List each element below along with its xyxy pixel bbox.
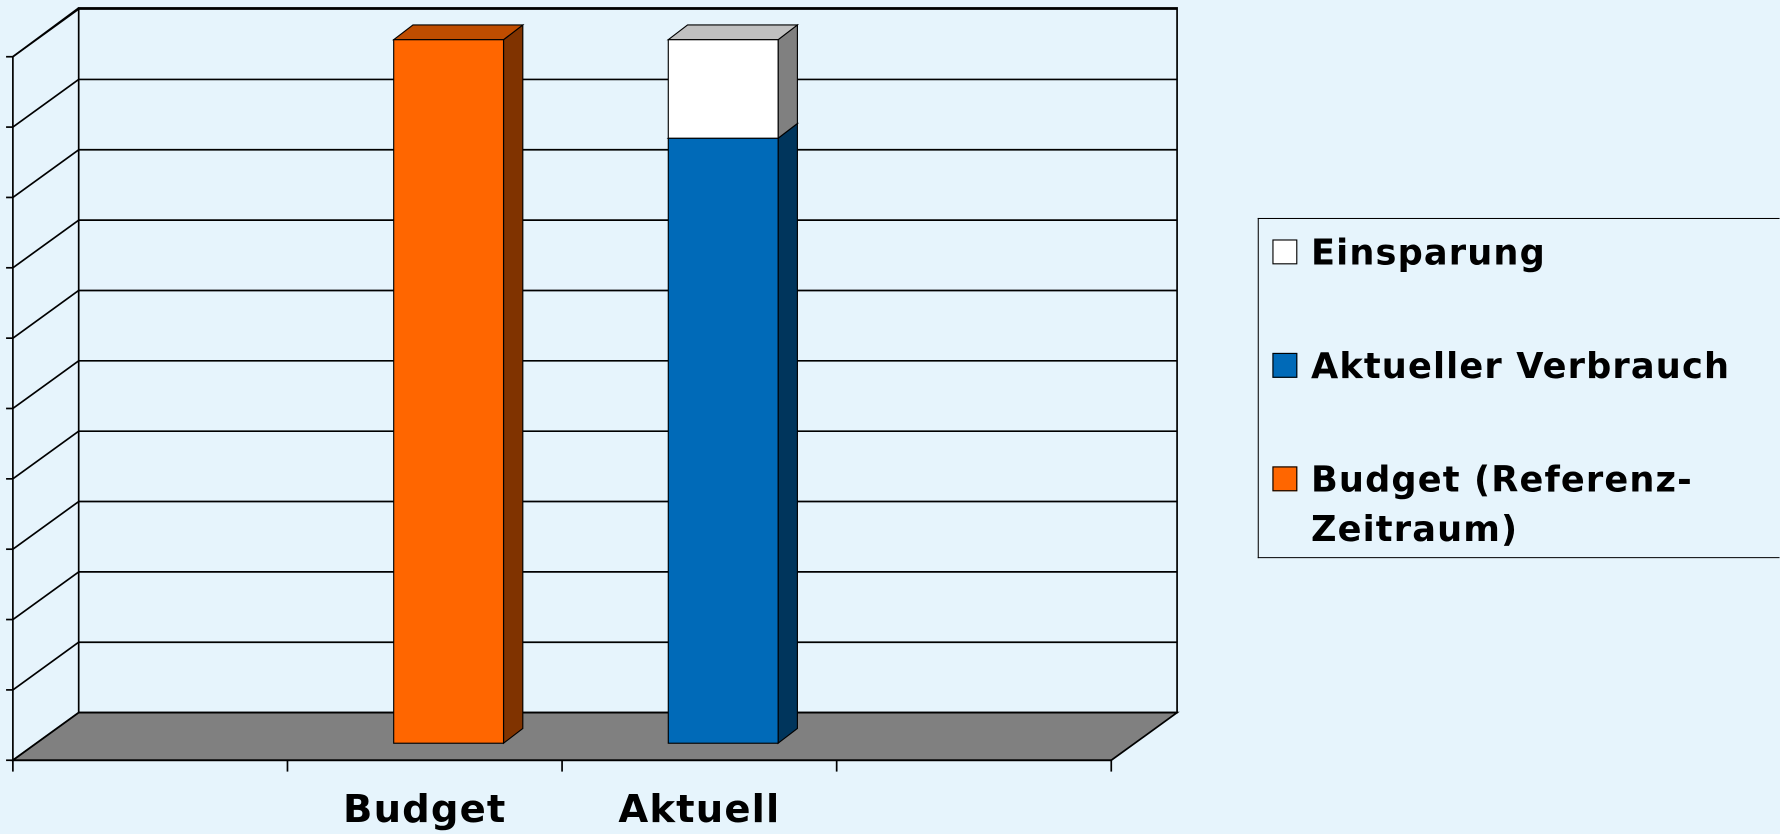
side-grid-line <box>12 8 80 58</box>
x-tick-label: Aktuell <box>618 787 780 832</box>
side-grid-line <box>12 571 80 621</box>
side-grid-line <box>12 500 80 550</box>
side-grid-line <box>12 289 80 339</box>
side-grid-line <box>12 219 80 269</box>
legend-swatch <box>1272 466 1298 492</box>
side-grid-line <box>12 360 80 410</box>
legend-swatch <box>1272 352 1298 378</box>
bar <box>667 39 779 139</box>
side-grid-line <box>12 78 80 128</box>
bar-top <box>666 24 800 41</box>
legend: Einsparung Aktueller Verbrauch Budget (Ref… <box>1257 217 1780 559</box>
side-grid-line <box>12 711 80 761</box>
legend-box: Einsparung Aktueller Verbrauch Budget (Ref… <box>1257 217 1780 559</box>
legend-label: Budget (Referenz-Zeitraum) <box>1310 459 1693 551</box>
x-tick-label: Budget <box>343 787 506 832</box>
legend-swatch <box>1272 239 1298 265</box>
bar <box>667 137 779 744</box>
bar <box>393 39 505 744</box>
legend-label: Einsparung <box>1310 232 1546 274</box>
side-grid-line <box>12 641 80 691</box>
bar-side <box>777 23 798 140</box>
bar-side <box>777 122 798 745</box>
side-grid-line <box>12 149 80 199</box>
bar-top <box>392 24 525 41</box>
bar-side <box>502 23 524 745</box>
legend-item: Aktueller Verbrauch <box>1272 342 1779 455</box>
legend-item: Einsparung <box>1272 228 1779 341</box>
legend-item: Budget (Referenz-Zeitraum) <box>1272 455 1779 558</box>
floor <box>10 711 1180 762</box>
side-grid-line <box>12 430 80 480</box>
legend-label: Aktueller Verbrauch <box>1310 346 1731 387</box>
